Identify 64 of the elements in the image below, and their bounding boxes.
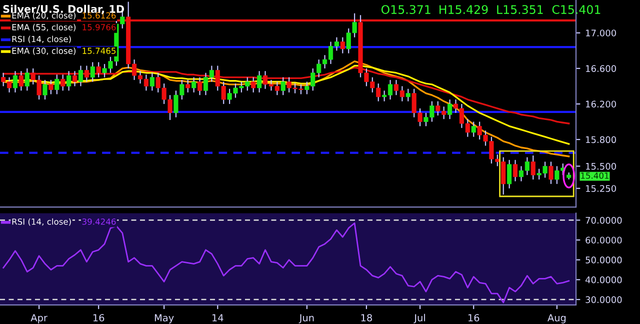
candlestick [448, 98, 452, 120]
candlestick [24, 68, 30, 92]
y-tick-label: 40.0000 [585, 276, 622, 284]
candlestick [340, 36, 345, 54]
legend-label: EMA (55, close) [12, 24, 76, 32]
candlestick [90, 62, 95, 82]
x-tick-label: May [154, 314, 174, 324]
y-tick-label: 30.0000 [586, 296, 622, 304]
candlestick [96, 62, 101, 78]
annotation: L15.351 [497, 5, 543, 14]
candlestick [257, 70, 262, 93]
annotation: 15.9766 [82, 24, 116, 30]
y-tick-label: 15.500 [586, 162, 616, 170]
legend-label: RSI (14, close) [12, 218, 71, 226]
candlestick [150, 72, 154, 92]
annotation: 39.4246 [82, 218, 116, 225]
line-series [2, 64, 570, 145]
candlestick [280, 76, 286, 96]
x-tick-label: Jul [414, 314, 425, 324]
candlestick [251, 76, 256, 93]
x-tick-label: Apr [30, 314, 48, 324]
y-tick-label: 17.000 [586, 30, 616, 36]
legend-label: EMA (20, close) [12, 12, 76, 20]
candlestick [12, 70, 18, 93]
y-tick-label: 16.200 [586, 100, 616, 108]
annotation: O15.371 [381, 5, 430, 14]
text: 15.401 [581, 172, 609, 179]
candlestick [192, 76, 196, 93]
x-tick-label: 18 [361, 314, 372, 322]
line-series [2, 60, 570, 158]
candlestick [42, 79, 48, 100]
candlestick [84, 65, 89, 82]
candlestick [186, 79, 190, 93]
candlestick [530, 154, 536, 180]
x-tick-label: 16 [468, 314, 480, 322]
candlestick [406, 88, 410, 102]
candlestick [78, 65, 84, 87]
candlestick [18, 70, 24, 92]
candlestick [507, 159, 512, 189]
x-tick-label: 16 [93, 314, 104, 322]
candlestick [72, 70, 78, 87]
y-tick-label: 15.250 [586, 185, 616, 192]
y-tick-label: 16.600 [586, 65, 616, 72]
candlestick [48, 79, 54, 95]
x-tick-label: Aug [548, 314, 566, 324]
candlestick [471, 121, 476, 138]
y-tick-label: 50.0000 [586, 256, 622, 264]
y-tick-label: 15.800 [586, 136, 616, 144]
annotation: RSI (14, close) [12, 36, 71, 44]
annotation: H15.429 [440, 5, 488, 14]
candlestick [501, 156, 506, 196]
candlestick [512, 159, 518, 182]
annotation: 15.7465 [82, 48, 116, 54]
legend-label: EMA (30, close) [12, 48, 76, 55]
candlestick [54, 74, 60, 95]
y-tick-label: 70.0000 [586, 216, 622, 224]
candlestick [60, 74, 66, 92]
x-tick-label: Jun [298, 314, 314, 324]
annotation: 15.6126 [82, 12, 116, 19]
candlestick [197, 76, 202, 96]
x-tick-label: 14 [212, 314, 224, 322]
candlestick [66, 70, 72, 92]
y-tick-label: 60.0000 [586, 236, 622, 244]
candlestick [548, 161, 554, 184]
